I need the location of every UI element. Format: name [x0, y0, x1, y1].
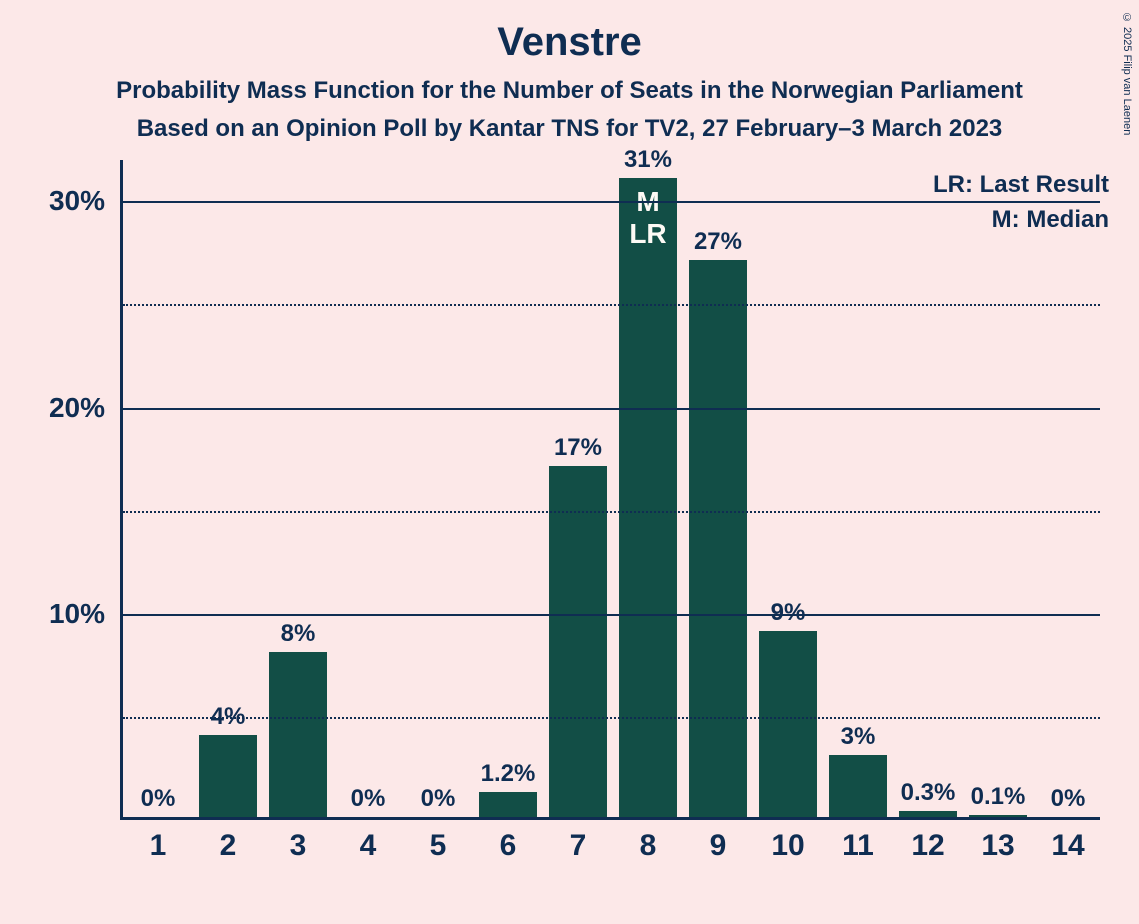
bar-value-label: 0% — [141, 785, 176, 813]
x-axis-label: 13 — [981, 829, 1014, 863]
bar-value-label: 27% — [694, 228, 742, 256]
chart-subtitle-2: Based on an Opinion Poll by Kantar TNS f… — [0, 115, 1139, 143]
chart-area: 0%4%8%0%0%1.2%17%31%MLR27%9%3%0.3%0.1%0%… — [30, 160, 1110, 880]
gridline-minor — [123, 511, 1100, 513]
gridline-major — [123, 201, 1100, 203]
bar-value-label: 0% — [1051, 785, 1086, 813]
bar-value-label: 3% — [841, 723, 876, 751]
bar: 9% — [759, 631, 816, 817]
gridline-major — [123, 614, 1100, 616]
bar: 31%MLR — [619, 178, 676, 817]
y-axis-label: 30% — [25, 185, 105, 217]
bar-value-label: 17% — [554, 434, 602, 462]
copyright-text: © 2025 Filip van Laenen — [1121, 12, 1133, 135]
gridline-major — [123, 408, 1100, 410]
bar: 8% — [269, 652, 326, 817]
chart-subtitle-1: Probability Mass Function for the Number… — [0, 77, 1139, 105]
x-axis-label: 10 — [771, 829, 804, 863]
bar: 27% — [689, 260, 746, 817]
bar: 3% — [829, 755, 886, 817]
x-axis-label: 2 — [220, 829, 237, 863]
plot-area: 0%4%8%0%0%1.2%17%31%MLR27%9%3%0.3%0.1%0%… — [120, 160, 1100, 820]
bar-value-label: 0.3% — [901, 779, 956, 807]
bar-value-label: 1.2% — [481, 760, 536, 788]
x-axis-label: 11 — [842, 829, 874, 863]
x-axis-label: 5 — [430, 829, 447, 863]
x-axis-label: 1 — [150, 829, 167, 863]
bar-value-label: 0% — [351, 785, 386, 813]
chart-title: Venstre — [0, 0, 1139, 65]
gridline-minor — [123, 717, 1100, 719]
x-axis-label: 3 — [290, 829, 307, 863]
bar: 4% — [199, 735, 256, 818]
bar-inner-label: MLR — [629, 186, 666, 250]
bar: 17% — [549, 466, 606, 817]
x-axis-label: 8 — [640, 829, 657, 863]
x-axis-label: 7 — [570, 829, 587, 863]
bar-value-label: 0.1% — [971, 783, 1026, 811]
bar: 0.1% — [969, 815, 1026, 817]
x-axis-label: 9 — [710, 829, 727, 863]
bar-value-label: 8% — [281, 620, 316, 648]
gridline-minor — [123, 304, 1100, 306]
y-axis-label: 10% — [25, 598, 105, 630]
y-axis-label: 20% — [25, 392, 105, 424]
bar-value-label: 31% — [624, 146, 672, 174]
x-axis-label: 12 — [911, 829, 944, 863]
x-axis-label: 4 — [360, 829, 377, 863]
x-axis-label: 14 — [1051, 829, 1084, 863]
bar: 0.3% — [899, 811, 956, 817]
x-axis-label: 6 — [500, 829, 517, 863]
bar: 1.2% — [479, 792, 536, 817]
bar-value-label: 0% — [421, 785, 456, 813]
